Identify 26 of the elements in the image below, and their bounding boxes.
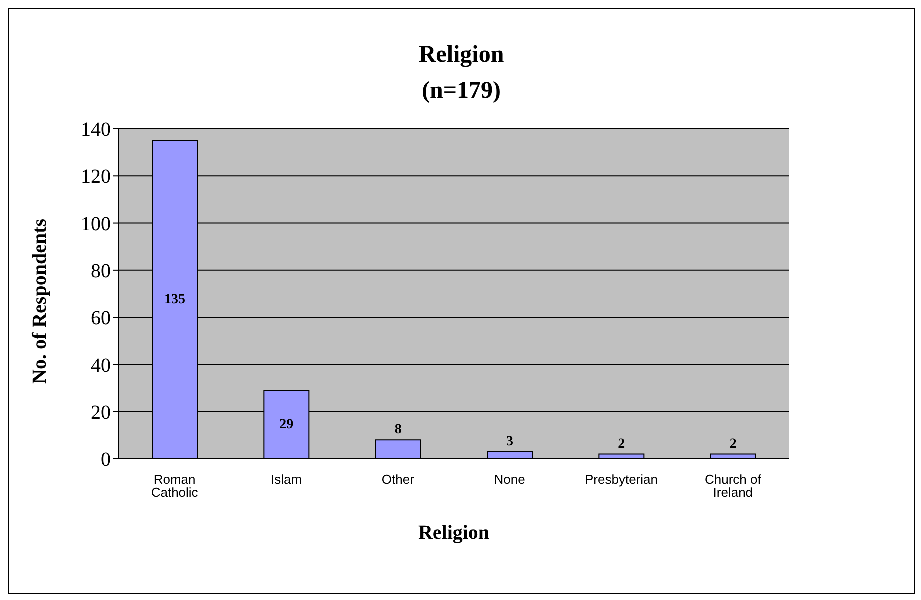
data-label: 29 (280, 417, 294, 432)
chart-subtitle: (n=179) (420, 77, 502, 106)
y-tick-label: 80 (91, 260, 111, 283)
x-tick-label: Other (382, 472, 416, 488)
x-tick-label: Roman Catholic (151, 472, 199, 500)
x-tick-label: Presbyterian (585, 472, 658, 488)
y-tick-label: 100 (81, 213, 111, 236)
chart-title: Religion (418, 41, 506, 70)
x-tick-label: Islam (270, 472, 302, 488)
y-tick-label: 120 (81, 166, 111, 188)
bar (487, 451, 533, 459)
y-tick-label: 40 (91, 354, 111, 377)
y-tick-label: 0 (101, 449, 111, 472)
y-tick-label: 140 (81, 119, 111, 142)
data-label: 135 (164, 292, 186, 308)
x-axis-title: Religion (418, 522, 490, 544)
y-tick-label: 20 (91, 402, 111, 424)
data-label: 2 (618, 436, 626, 452)
x-tick-label: None (494, 472, 526, 488)
y-tick-label: 60 (91, 308, 111, 330)
bar (375, 440, 422, 459)
data-label: 2 (730, 436, 737, 452)
data-label: 8 (394, 422, 402, 438)
data-label: 3 (506, 434, 514, 450)
y-axis-title: No. of Respondents (29, 218, 52, 384)
x-tick-label: Church of Ireland (704, 472, 762, 500)
